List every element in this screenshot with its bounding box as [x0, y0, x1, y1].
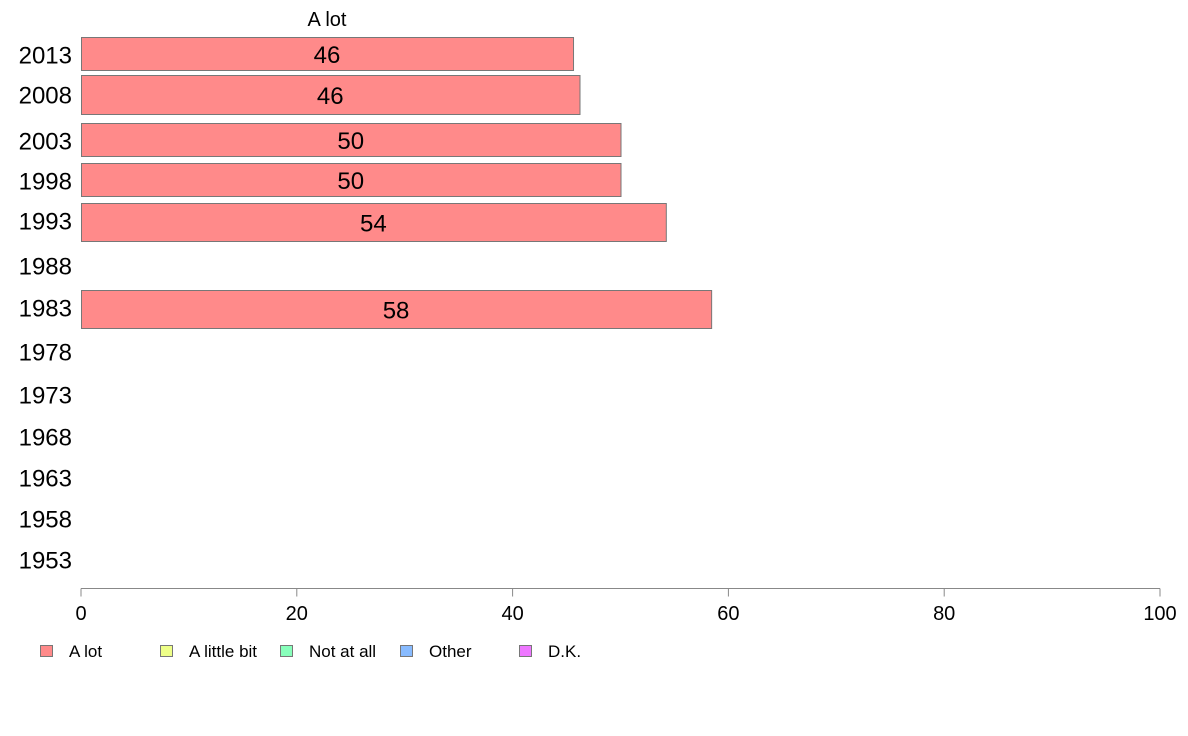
legend: A lot A little bit Not at all Other D.K.	[40, 642, 581, 661]
category-labels: 2013 2008 2003 1998 1993 1988 1983 1978 1973 1968…	[19, 43, 72, 575]
bar-value-label: 50	[337, 168, 364, 195]
bar-value-label: 58	[383, 298, 410, 325]
legend-swatch	[280, 645, 293, 657]
legend-label: D.K.	[548, 642, 581, 661]
category-label: 1958	[19, 507, 72, 534]
category-label: 1963	[19, 466, 72, 493]
category-label: 2003	[19, 129, 72, 156]
x-axis: 0 20 40 60 80 100	[75, 588, 1177, 625]
bar-value-label: 54	[360, 211, 387, 238]
legend-label: A lot	[69, 642, 102, 661]
legend-item: A little bit	[160, 642, 257, 661]
category-label: 1993	[19, 209, 72, 236]
legend-item: Not at all	[280, 642, 376, 661]
x-tick-label: 100	[1143, 603, 1176, 625]
legend-label: Other	[429, 642, 472, 661]
legend-item: A lot	[40, 642, 102, 661]
bar-value-label: 46	[314, 42, 341, 69]
legend-label: Not at all	[309, 642, 376, 661]
bars-layer: 46 46 50 50 54 58	[81, 37, 713, 329]
x-tick-label: 0	[75, 603, 86, 625]
category-label: 1973	[19, 383, 72, 410]
legend-item: Other	[400, 642, 472, 661]
category-label: 1983	[19, 296, 72, 323]
legend-swatch	[400, 645, 413, 657]
panel-title: A lot	[308, 9, 347, 31]
legend-item: D.K.	[519, 642, 581, 661]
category-label: 1998	[19, 169, 72, 196]
bar	[81, 163, 622, 197]
category-label: 2008	[19, 83, 72, 110]
category-label: 1953	[19, 548, 72, 575]
bar	[81, 37, 575, 71]
x-tick-label: 60	[717, 603, 739, 625]
category-label: 2013	[19, 43, 72, 70]
legend-label: A little bit	[189, 642, 257, 661]
x-tick-label: 20	[286, 603, 308, 625]
legend-swatch	[40, 645, 53, 657]
legend-swatch	[519, 645, 532, 657]
x-tick-label: 80	[933, 603, 955, 625]
bar-value-label: 50	[337, 128, 364, 155]
legend-swatch	[160, 645, 173, 657]
bar	[81, 203, 667, 242]
bar	[81, 290, 713, 329]
category-label: 1968	[19, 425, 72, 452]
bar	[81, 123, 622, 157]
category-label: 1978	[19, 340, 72, 367]
category-label: 1988	[19, 254, 72, 281]
bar	[81, 75, 581, 115]
bar-value-label: 46	[317, 83, 344, 110]
x-tick-label: 40	[501, 603, 523, 625]
